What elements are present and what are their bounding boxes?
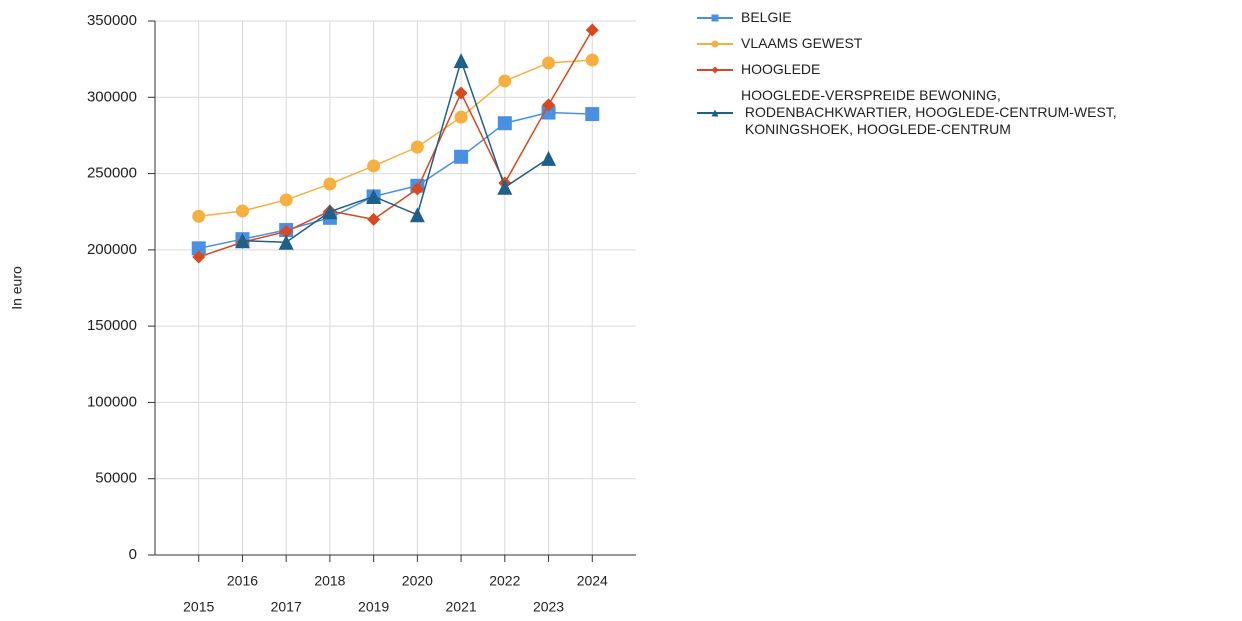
marker	[322, 204, 338, 220]
x-tick-label: 2021	[446, 599, 477, 615]
x-tick-label: 2016	[227, 573, 258, 589]
marker	[410, 182, 424, 196]
series-line	[198, 29, 593, 258]
x-tick-label: 2015	[183, 599, 214, 615]
y-axis-label: In euro	[9, 266, 25, 310]
marker	[454, 86, 468, 100]
marker	[542, 56, 556, 70]
marker	[410, 140, 424, 154]
legend-marker	[711, 109, 719, 117]
y-tick-label: 150000	[87, 317, 137, 334]
marker	[234, 233, 250, 249]
legend-label: HOOGLEDE	[741, 61, 820, 77]
marker	[497, 179, 513, 195]
marker	[498, 74, 512, 88]
marker	[585, 107, 600, 122]
x-tick-label: 2018	[314, 573, 345, 589]
x-tick-label: 2023	[533, 599, 564, 615]
legend-marker	[711, 66, 719, 74]
marker	[585, 53, 599, 67]
legend-marker	[711, 40, 719, 48]
marker	[367, 212, 381, 226]
y-tick-label: 50000	[95, 470, 137, 487]
marker	[279, 225, 293, 239]
legend-label: HOOGLEDE-VERSPREIDE BEWONING, RODENBACHK…	[741, 87, 1117, 137]
marker	[585, 23, 599, 37]
legend-marker	[711, 14, 719, 22]
marker	[541, 150, 557, 166]
marker	[192, 250, 206, 264]
x-tick-label: 2017	[271, 599, 302, 615]
y-tick-label: 0	[129, 546, 137, 563]
marker	[279, 193, 293, 207]
series-line	[242, 58, 549, 243]
marker	[366, 188, 382, 204]
marker	[453, 53, 469, 69]
marker	[367, 159, 381, 173]
y-tick-label: 350000	[87, 12, 137, 29]
marker	[323, 177, 337, 191]
legend-label: VLAAMS GEWEST	[741, 35, 863, 51]
x-tick-label: 2024	[577, 573, 608, 589]
y-tick-label: 250000	[87, 165, 137, 182]
marker	[497, 116, 512, 131]
x-tick-label: 2022	[489, 573, 520, 589]
y-tick-label: 200000	[87, 241, 137, 258]
series-line	[198, 111, 593, 250]
marker	[541, 105, 556, 120]
marker	[409, 207, 425, 223]
marker	[454, 110, 468, 124]
x-tick-label: 2019	[358, 599, 389, 615]
y-tick-label: 300000	[87, 88, 137, 105]
y-tick-label: 100000	[87, 393, 137, 410]
series-line	[198, 59, 593, 218]
marker	[542, 98, 556, 112]
marker	[278, 234, 294, 250]
marker	[235, 204, 249, 218]
marker	[192, 209, 206, 223]
x-tick-label: 2020	[402, 573, 433, 589]
marker	[191, 241, 206, 256]
legend-label: BELGIE	[741, 9, 792, 25]
marker	[454, 149, 469, 164]
